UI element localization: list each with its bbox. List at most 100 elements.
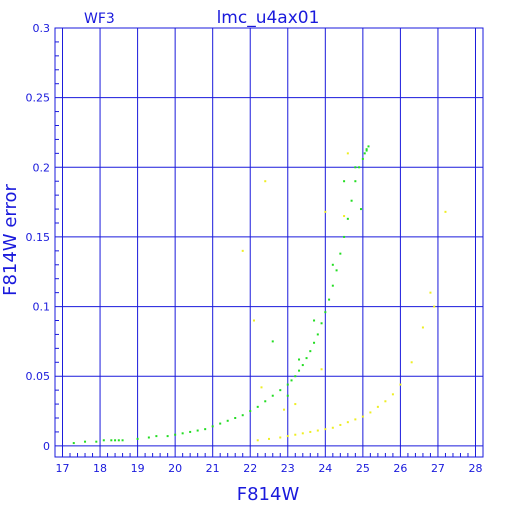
yellow-data-point bbox=[283, 408, 286, 411]
green-data-point bbox=[313, 319, 316, 322]
green-data-point bbox=[365, 148, 368, 151]
green-data-point bbox=[331, 284, 334, 287]
yellow-data-point bbox=[429, 291, 432, 294]
green-data-point bbox=[174, 433, 177, 436]
y-tick-label: 0.05 bbox=[26, 370, 51, 383]
x-tick-label: 23 bbox=[281, 462, 295, 475]
green-data-point bbox=[147, 436, 150, 439]
green-data-point bbox=[204, 428, 207, 431]
green-data-point bbox=[166, 435, 169, 438]
x-tick-label: 28 bbox=[468, 462, 482, 475]
x-axis-ticks: 17 18 19 20 21 22 23 24 25 26 27 28 bbox=[56, 453, 484, 475]
green-data-point bbox=[301, 364, 304, 367]
x-tick-label: 25 bbox=[356, 462, 370, 475]
yellow-data-point bbox=[316, 429, 319, 432]
x-tick-label: 19 bbox=[131, 462, 145, 475]
y-axis-label: F814W error bbox=[0, 184, 21, 296]
green-data-point bbox=[350, 199, 353, 202]
green-data-point bbox=[354, 166, 357, 169]
green-data-point bbox=[331, 263, 334, 266]
green-data-point bbox=[367, 145, 370, 148]
green-data-point bbox=[313, 341, 316, 344]
green-data-point bbox=[110, 439, 113, 442]
green-data-point bbox=[294, 375, 297, 378]
green-data-point bbox=[286, 394, 289, 397]
x-tick-label: 26 bbox=[393, 462, 407, 475]
green-data-point bbox=[335, 269, 338, 272]
green-data-point bbox=[339, 252, 342, 255]
yellow-data-point bbox=[399, 383, 402, 386]
green-data-point bbox=[324, 311, 327, 314]
yellow-data-point bbox=[361, 415, 364, 418]
green-data-point bbox=[219, 422, 222, 425]
x-tick-label: 27 bbox=[431, 462, 445, 475]
green-data-point bbox=[102, 439, 105, 442]
green-data-point bbox=[271, 394, 274, 397]
y-axis-ticks: 0 0.05 0.1 0.15 0.2 0.25 0.3 bbox=[26, 22, 59, 453]
green-data-point bbox=[196, 429, 199, 432]
green-data-point bbox=[84, 440, 87, 443]
yellow-data-point bbox=[264, 180, 267, 183]
yellow-data-point bbox=[384, 400, 387, 403]
x-tick-label: 20 bbox=[168, 462, 182, 475]
y-tick-label: 0.15 bbox=[26, 231, 51, 244]
yellow-data-point bbox=[309, 430, 312, 433]
green-data-point bbox=[211, 425, 214, 428]
green-data-point bbox=[271, 340, 274, 343]
x-tick-label: 24 bbox=[318, 462, 332, 475]
x-tick-label: 17 bbox=[56, 462, 70, 475]
data-points bbox=[72, 145, 447, 445]
green-data-point bbox=[328, 298, 331, 301]
green-data-point bbox=[309, 350, 312, 353]
yellow-data-point bbox=[339, 423, 342, 426]
green-data-point bbox=[346, 217, 349, 220]
yellow-data-point bbox=[324, 428, 327, 431]
green-data-point bbox=[114, 439, 117, 442]
yellow-data-point bbox=[320, 368, 323, 371]
yellow-data-point bbox=[410, 361, 413, 364]
yellow-data-point bbox=[421, 326, 424, 329]
green-data-point bbox=[343, 180, 346, 183]
yellow-data-point bbox=[301, 432, 304, 435]
green-data-point bbox=[256, 405, 259, 408]
yellow-data-point bbox=[279, 436, 282, 439]
y-tick-label: 0.3 bbox=[33, 22, 51, 35]
green-data-point bbox=[298, 369, 301, 372]
green-data-point bbox=[155, 435, 158, 438]
green-data-point bbox=[359, 208, 362, 211]
green-data-point bbox=[343, 235, 346, 238]
yellow-data-point bbox=[268, 437, 270, 440]
green-data-point bbox=[117, 439, 120, 442]
yellow-data-point bbox=[346, 152, 349, 155]
y-tick-label: 0 bbox=[43, 440, 50, 453]
yellow-data-point bbox=[324, 210, 327, 213]
green-data-point bbox=[361, 157, 364, 160]
x-tick-label: 22 bbox=[243, 462, 257, 475]
corner-label: WF3 bbox=[84, 11, 115, 27]
green-data-point bbox=[136, 437, 139, 440]
green-data-point bbox=[279, 389, 282, 392]
yellow-data-point bbox=[252, 319, 255, 322]
green-data-point bbox=[316, 333, 319, 336]
x-tick-label: 21 bbox=[206, 462, 220, 475]
yellow-data-point bbox=[260, 386, 263, 389]
green-data-point bbox=[249, 410, 252, 413]
green-data-point bbox=[298, 358, 301, 361]
green-data-point bbox=[305, 357, 308, 360]
yellow-data-point bbox=[331, 426, 334, 429]
yellow-data-point bbox=[343, 215, 346, 218]
chart-title: lmc_u4ax01 bbox=[217, 8, 320, 28]
x-axis-label: F814W bbox=[237, 484, 300, 505]
green-data-point bbox=[264, 400, 267, 403]
yellow-data-point bbox=[294, 403, 297, 406]
y-tick-label: 0.25 bbox=[26, 92, 51, 105]
yellow-data-point bbox=[369, 411, 372, 414]
yellow-data-point bbox=[354, 418, 357, 421]
plot-frame bbox=[54, 27, 484, 458]
yellow-data-point bbox=[286, 435, 289, 438]
green-data-point bbox=[320, 322, 323, 325]
yellow-data-point bbox=[256, 439, 259, 442]
green-data-point bbox=[72, 442, 75, 445]
yellow-data-point bbox=[376, 405, 379, 408]
green-data-point bbox=[241, 414, 244, 417]
